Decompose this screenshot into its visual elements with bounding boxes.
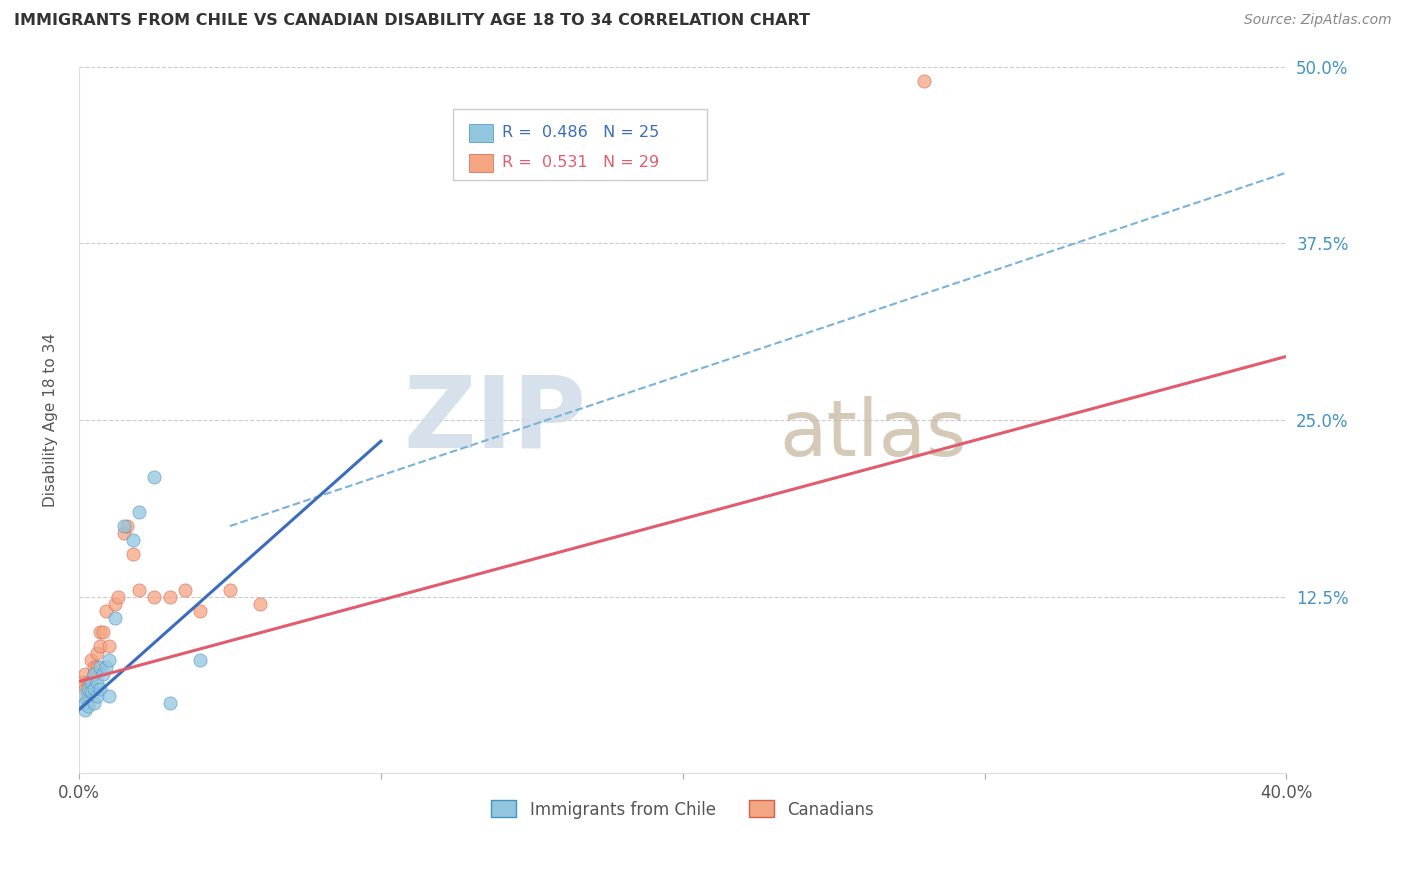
Point xyxy=(83,660,105,674)
Point xyxy=(77,689,100,703)
Point xyxy=(83,667,105,681)
Point xyxy=(77,681,100,696)
Point xyxy=(128,582,150,597)
Text: R =  0.531   N = 29: R = 0.531 N = 29 xyxy=(502,155,658,170)
FancyBboxPatch shape xyxy=(470,124,494,142)
Point xyxy=(107,590,129,604)
Point xyxy=(73,703,96,717)
Point xyxy=(104,611,127,625)
Point xyxy=(249,597,271,611)
Text: atlas: atlas xyxy=(779,396,967,472)
Text: R =  0.486   N = 25: R = 0.486 N = 25 xyxy=(502,125,659,140)
Point xyxy=(86,674,108,689)
Point xyxy=(73,681,96,696)
Point xyxy=(143,590,166,604)
Point xyxy=(83,667,105,681)
Point xyxy=(86,646,108,660)
Point xyxy=(89,660,111,674)
Point xyxy=(143,469,166,483)
Point xyxy=(912,74,935,88)
Point xyxy=(94,660,117,674)
Point xyxy=(73,696,96,710)
Point xyxy=(89,681,111,696)
Point xyxy=(77,698,100,713)
Point xyxy=(188,604,211,618)
Point xyxy=(80,674,103,689)
Point xyxy=(219,582,242,597)
Point xyxy=(112,526,135,541)
Point xyxy=(73,667,96,681)
Point xyxy=(159,696,181,710)
Text: ZIP: ZIP xyxy=(404,371,586,468)
Point xyxy=(122,533,145,548)
Point xyxy=(70,689,93,703)
Legend: Immigrants from Chile, Canadians: Immigrants from Chile, Canadians xyxy=(485,794,880,825)
Point xyxy=(89,625,111,640)
Point xyxy=(104,597,127,611)
FancyBboxPatch shape xyxy=(453,109,707,179)
Point xyxy=(128,505,150,519)
Point xyxy=(188,653,211,667)
Point xyxy=(98,639,121,653)
Point xyxy=(83,681,105,696)
Point xyxy=(98,689,121,703)
Point xyxy=(77,674,100,689)
Y-axis label: Disability Age 18 to 34: Disability Age 18 to 34 xyxy=(44,333,58,507)
Point xyxy=(80,674,103,689)
FancyBboxPatch shape xyxy=(470,154,494,172)
Point xyxy=(86,660,108,674)
Point xyxy=(70,674,93,689)
Text: Source: ZipAtlas.com: Source: ZipAtlas.com xyxy=(1244,13,1392,28)
Point xyxy=(80,653,103,667)
Point xyxy=(86,689,108,703)
Point xyxy=(94,604,117,618)
Point xyxy=(80,684,103,698)
Text: IMMIGRANTS FROM CHILE VS CANADIAN DISABILITY AGE 18 TO 34 CORRELATION CHART: IMMIGRANTS FROM CHILE VS CANADIAN DISABI… xyxy=(14,13,810,29)
Point xyxy=(117,519,139,533)
Point xyxy=(98,653,121,667)
Point xyxy=(91,667,114,681)
Point xyxy=(173,582,195,597)
Point xyxy=(83,696,105,710)
Point xyxy=(89,639,111,653)
Point xyxy=(91,625,114,640)
Point xyxy=(122,547,145,561)
Point xyxy=(159,590,181,604)
Point xyxy=(112,519,135,533)
